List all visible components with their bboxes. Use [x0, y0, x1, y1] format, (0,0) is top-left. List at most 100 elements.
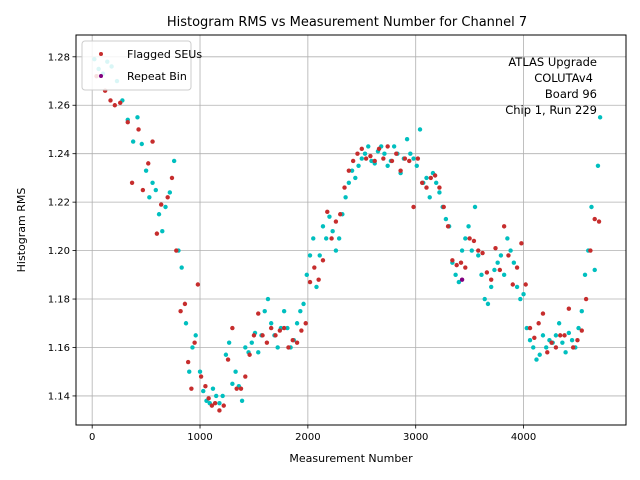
- point-measurements: [190, 345, 195, 350]
- y-tick-label: 1.20: [48, 246, 70, 257]
- legend-label-flagged: Flagged SEUs: [127, 48, 202, 61]
- point-flagged-seus: [514, 265, 520, 270]
- y-axis-ticks: 1.14 1.16 1.18 1.20 1.22 1.24 1.26 1.28: [48, 52, 76, 402]
- point-flagged-seus: [136, 127, 141, 132]
- point-measurements: [265, 296, 271, 302]
- point-measurements: [183, 321, 189, 326]
- point-measurements: [314, 284, 319, 290]
- y-axis-label: Histogram RMS: [15, 188, 28, 273]
- point-flagged-seus: [463, 265, 468, 270]
- point-measurements: [135, 115, 140, 120]
- point-flagged-seus: [174, 248, 179, 253]
- point-flagged-seus: [445, 224, 451, 229]
- point-flagged-seus: [225, 357, 231, 362]
- point-flagged-seus: [192, 340, 197, 345]
- point-flagged-seus: [540, 311, 546, 316]
- point-flagged-seus: [189, 386, 194, 391]
- point-measurements: [220, 393, 225, 399]
- point-flagged-seus: [307, 279, 313, 285]
- point-flagged-seus: [493, 245, 498, 251]
- point-measurements: [226, 340, 232, 345]
- point-measurements: [336, 236, 342, 241]
- point-measurements: [243, 345, 248, 350]
- point-flagged-seus: [592, 216, 597, 222]
- point-flagged-seus: [260, 333, 265, 338]
- annotation-line-4: Chip 1, Run 229: [505, 103, 597, 117]
- point-flagged-seus: [389, 158, 395, 164]
- point-measurements: [311, 236, 316, 241]
- point-measurements: [414, 163, 419, 169]
- point-flagged-seus: [281, 325, 287, 331]
- point-flagged-seus: [209, 403, 215, 408]
- point-measurements: [187, 369, 192, 374]
- point-measurements: [346, 180, 352, 185]
- point-measurements: [595, 163, 601, 169]
- x-tick-label: 2000: [295, 432, 320, 443]
- point-flagged-seus: [527, 325, 533, 331]
- point-measurements: [298, 308, 303, 314]
- point-flagged-seus: [154, 231, 160, 236]
- point-flagged-seus: [553, 345, 559, 350]
- annotation-line-3: Board 96: [545, 87, 597, 101]
- point-measurements: [456, 279, 462, 285]
- point-flagged-seus: [238, 386, 244, 391]
- point-measurements: [498, 253, 504, 258]
- point-measurements: [249, 340, 254, 345]
- plot-frame: [75, 34, 627, 426]
- point-flagged-seus: [596, 219, 602, 224]
- point-measurements: [197, 369, 203, 374]
- point-flagged-seus: [441, 204, 446, 210]
- point-measurements: [424, 175, 429, 181]
- point-flagged-seus: [376, 146, 382, 152]
- point-flagged-seus: [510, 282, 515, 287]
- chart-title: Histogram RMS vs Measurement Number for …: [167, 15, 527, 30]
- point-measurements: [469, 248, 474, 253]
- point-flagged-seus: [350, 158, 356, 164]
- series-flagged-seus: [94, 73, 602, 413]
- point-measurements: [366, 144, 371, 149]
- point-flagged-seus: [566, 306, 572, 311]
- point-flagged-seus: [146, 161, 151, 166]
- point-measurements: [230, 381, 235, 387]
- point-flagged-seus: [506, 253, 511, 258]
- point-measurements: [524, 325, 529, 331]
- point-measurements: [143, 168, 149, 173]
- point-measurements: [453, 272, 458, 278]
- point-measurements: [508, 248, 513, 253]
- point-flagged-seus: [428, 175, 434, 181]
- point-flagged-seus: [277, 328, 283, 333]
- point-measurements: [553, 333, 559, 338]
- point-measurements: [362, 151, 368, 156]
- point-measurements: [317, 253, 322, 258]
- point-measurements: [472, 204, 478, 210]
- point-flagged-seus: [316, 277, 321, 282]
- point-measurements: [579, 308, 584, 314]
- point-measurements: [359, 156, 364, 161]
- point-measurements: [275, 345, 280, 350]
- point-measurements: [569, 338, 575, 343]
- point-flagged-seus: [432, 173, 438, 178]
- point-measurements: [353, 175, 358, 181]
- point-flagged-seus: [532, 335, 537, 340]
- point-flagged-seus: [437, 185, 442, 190]
- point-measurements: [268, 321, 274, 326]
- point-flagged-seus: [372, 158, 377, 164]
- point-flagged-seus: [450, 258, 455, 263]
- legend: Flagged SEUs Repeat Bin: [81, 40, 202, 91]
- point-flagged-seus: [206, 396, 211, 401]
- point-measurements: [501, 272, 507, 278]
- point-measurements: [404, 136, 410, 142]
- point-measurements: [495, 260, 500, 265]
- x-grid: [91, 35, 524, 425]
- point-flagged-seus: [230, 325, 235, 331]
- point-measurements: [301, 301, 306, 307]
- point-flagged-seus: [562, 333, 567, 338]
- point-flagged-seus: [471, 238, 477, 244]
- point-flagged-seus: [484, 270, 490, 275]
- x-axis-ticks: 0 1000 2000 3000 4000: [89, 425, 536, 443]
- point-flagged-seus: [346, 168, 352, 173]
- point-flagged-seus: [398, 168, 403, 173]
- x-tick-label: 4000: [511, 432, 536, 443]
- point-flagged-seus: [112, 103, 118, 108]
- point-measurements: [382, 151, 387, 156]
